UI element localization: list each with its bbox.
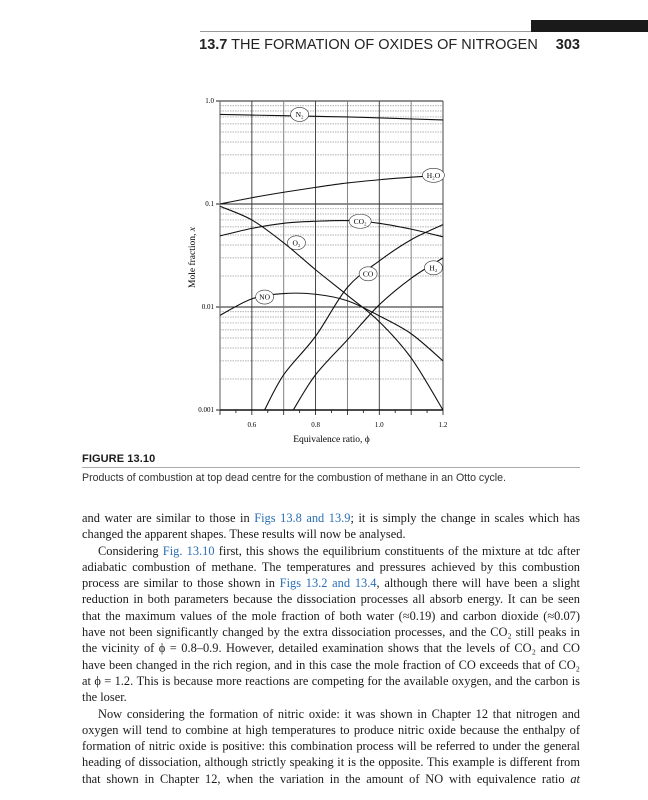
- text: Now considering the formation of nitric …: [82, 706, 580, 786]
- x-tick-label: 1.0: [375, 421, 384, 429]
- series-label-bubble: [290, 107, 309, 122]
- x-axis-label: Equivalence ratio, ϕ: [293, 435, 369, 445]
- series-line-CO: [264, 224, 444, 411]
- series-line-N₂: [219, 113, 444, 121]
- section-title: THE FORMATION OF OXIDES OF NITROGEN: [231, 37, 538, 53]
- series-label-bubble: [348, 213, 372, 229]
- y-tick-label: 1.0: [205, 97, 214, 105]
- figure-link[interactable]: Fig. 13.10: [162, 543, 215, 558]
- series-label: CO₂: [354, 217, 367, 226]
- x-tick-label: 0.8: [311, 421, 320, 429]
- series-label: N₂: [296, 110, 304, 119]
- figure-link[interactable]: Figs 13.8 and 13.9: [254, 511, 351, 525]
- running-header-row: 13.7 THE FORMATION OF OXIDES OF NITROGEN…: [199, 37, 580, 53]
- y-tick-label: 0.1: [205, 200, 214, 208]
- figure-link[interactable]: Figs 13.2 and 13.4: [279, 576, 377, 591]
- series-label: H₂: [429, 263, 437, 272]
- figure-rule: [82, 467, 580, 468]
- text: Considering: [98, 543, 163, 558]
- page-number: 303: [555, 37, 580, 53]
- header-bar: [531, 20, 648, 32]
- paragraph: Now considering the formation of nitric …: [82, 706, 580, 787]
- x-tick-label: 1.2: [439, 421, 448, 429]
- text: ; it is simply the change in scales whic…: [82, 511, 580, 542]
- series-line-CO₂: [219, 219, 444, 238]
- series-line-H₂O: [219, 174, 444, 205]
- body-text: and water are similar to those in Figs 1…: [82, 510, 580, 787]
- x-tick-label: 0.6: [247, 421, 256, 429]
- series-label-bubble: [358, 266, 378, 282]
- series-label-bubble: [255, 289, 274, 305]
- paragraph: Considering Fig. 13.10 first, this shows…: [82, 543, 580, 706]
- series-label-bubble: [424, 260, 443, 276]
- series-label: CO: [363, 269, 374, 278]
- figure-chart: 0.6 0.8 1.0 1.2 1.0 0.1 0.01 0.001 Equivalence r…: [187, 97, 448, 445]
- y-axis-variable: x: [188, 226, 198, 232]
- y-axis-label: Mole fraction, x: [187, 226, 198, 288]
- series-line-H₂: [292, 257, 444, 411]
- series-label: NO: [259, 293, 270, 302]
- text: , although there will have been a slight…: [82, 576, 580, 705]
- series-label: H₂O: [427, 171, 441, 180]
- section-number: 13.7: [199, 37, 228, 53]
- paragraph: and water are similar to those in Figs 1…: [82, 510, 580, 543]
- text: at: [570, 771, 580, 786]
- text: and water are similar to those in: [82, 511, 255, 525]
- series-label: O₂: [292, 238, 300, 247]
- figure-label: FIGURE 13.10: [82, 453, 156, 465]
- series-label-bubble: [422, 167, 445, 183]
- figure-caption: Products of combustion at top dead centr…: [82, 472, 506, 484]
- y-tick-label: 0.001: [198, 406, 214, 414]
- series-line-NO: [219, 292, 444, 362]
- header-rule: [200, 31, 531, 32]
- running-header: 13.7 THE FORMATION OF OXIDES OF NITROGEN: [199, 37, 538, 53]
- text: first, this shows the equilibrium consti…: [82, 543, 580, 591]
- series-label-bubble: [287, 235, 306, 251]
- y-tick-label: 0.01: [202, 303, 215, 311]
- series-line-O₂: [219, 205, 444, 411]
